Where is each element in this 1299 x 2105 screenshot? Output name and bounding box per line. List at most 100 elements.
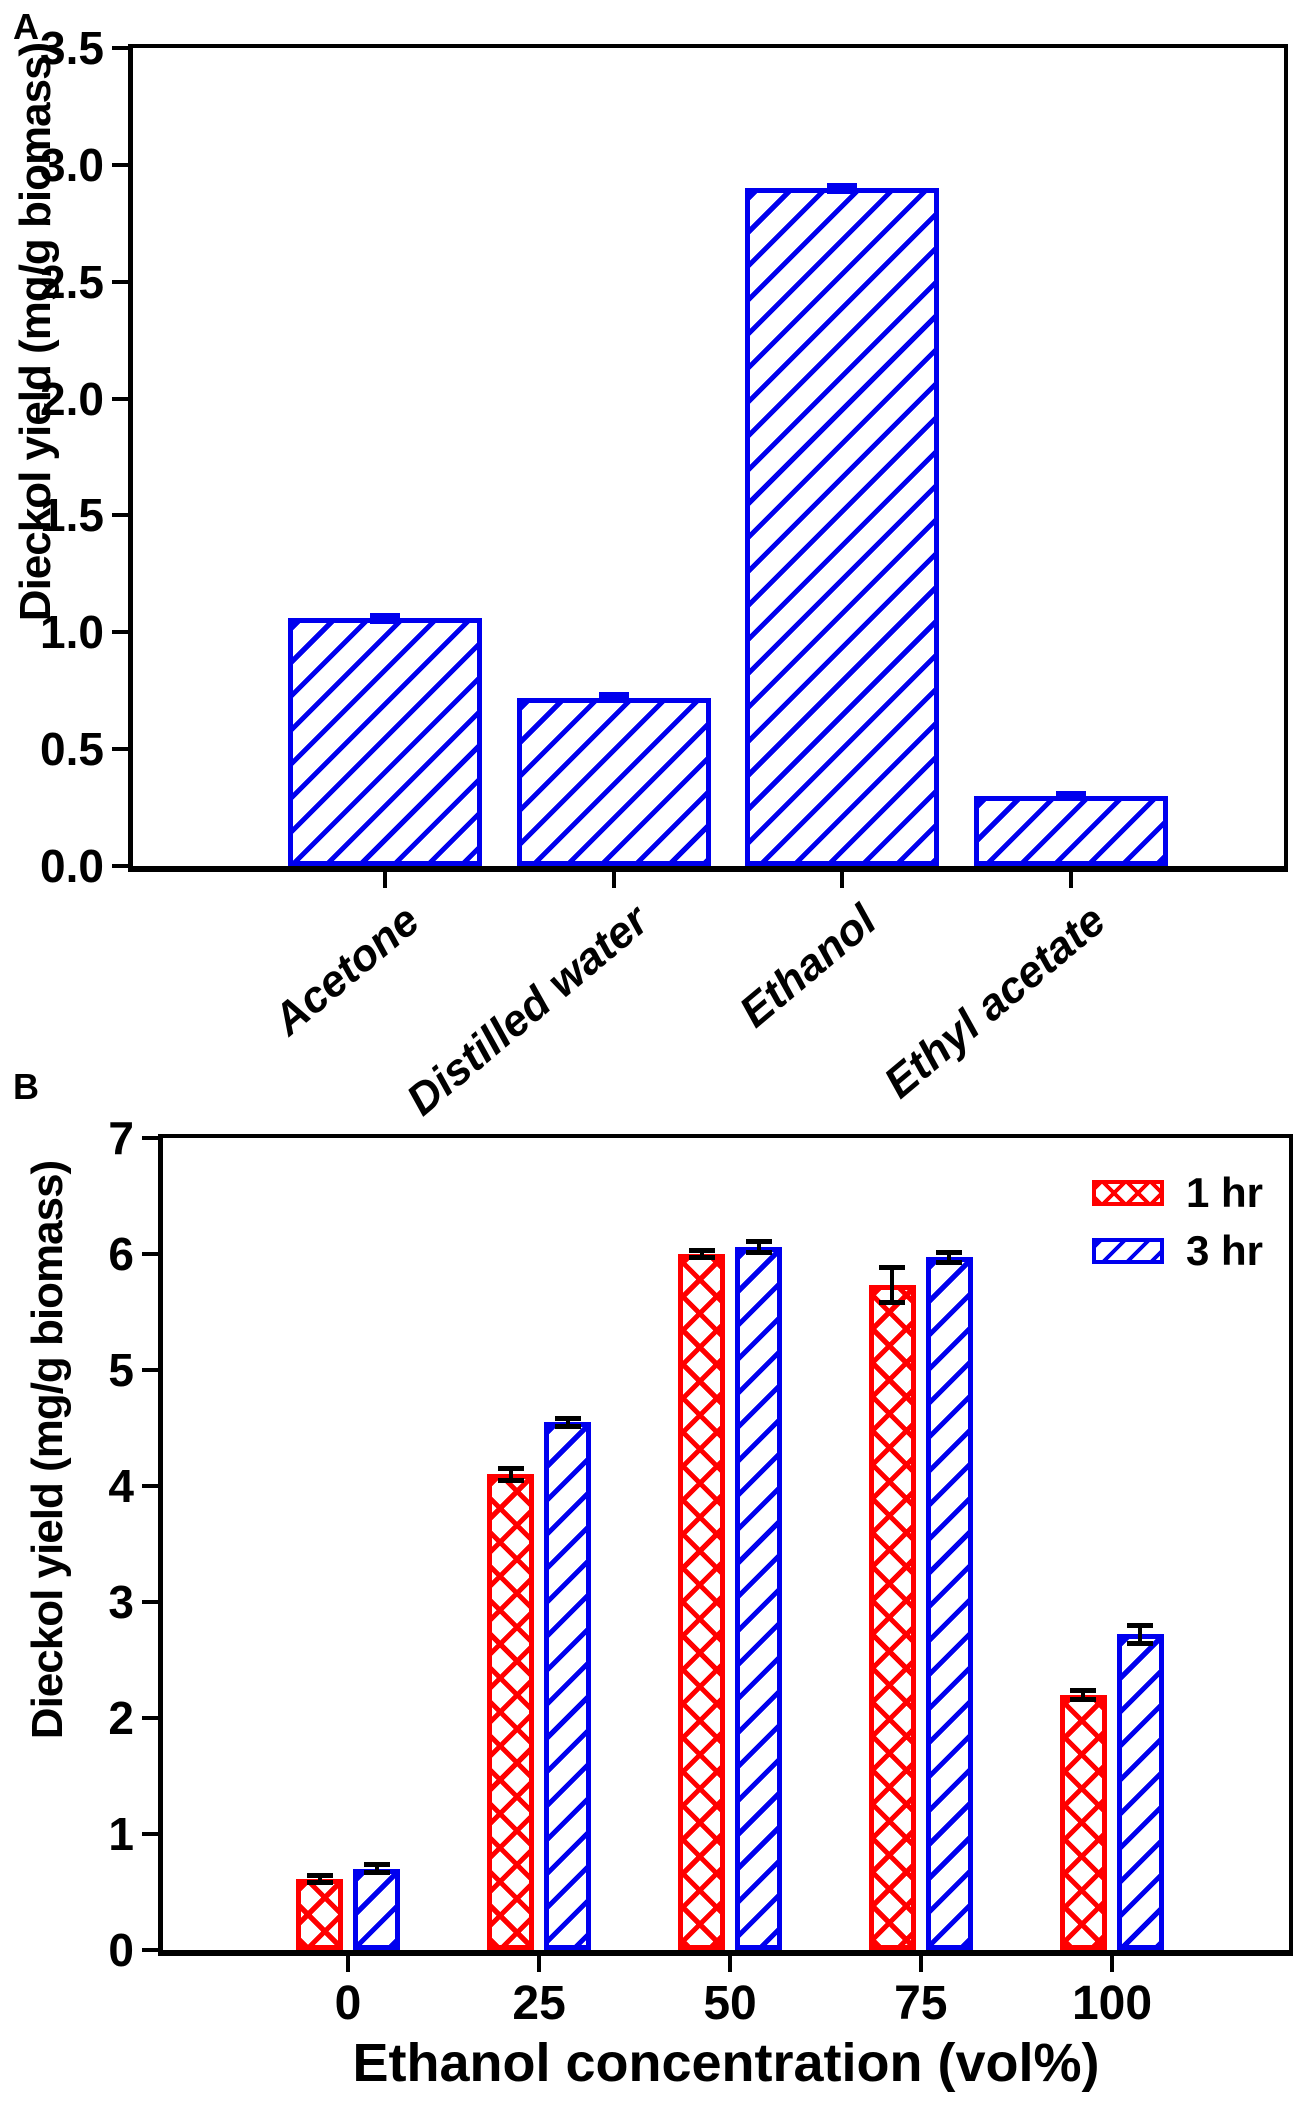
error-bar-cap-lower	[497, 1477, 524, 1483]
y-tick-label: 7	[108, 1112, 134, 1164]
error-bar-stem	[1081, 1690, 1086, 1700]
x-tick	[383, 872, 388, 888]
y-tick-label: 3	[108, 1576, 134, 1628]
error-bar-cap-lower	[827, 187, 858, 194]
y-tick	[142, 1252, 158, 1256]
legend-item-1hr: 1 hr	[1091, 1169, 1263, 1216]
y-tick	[142, 1948, 158, 1952]
y-tick-label: 1.5	[40, 489, 104, 542]
y-tick	[112, 162, 128, 167]
error-bar-stem	[1138, 1625, 1143, 1644]
y-tick-label: 3.0	[40, 138, 104, 191]
y-tick-label: 2	[108, 1692, 134, 1744]
error-bar-cap-lower	[688, 1254, 715, 1260]
y-tick	[142, 1716, 158, 1720]
x-tick-label: 50	[703, 1977, 757, 2030]
y-tick	[112, 630, 128, 635]
y-tick	[112, 46, 128, 50]
error-bar-cap-lower	[936, 1259, 963, 1265]
panel-a-letter: A	[13, 6, 39, 47]
x-tick-label: 0	[334, 1977, 362, 2030]
error-bar-cap-upper	[1070, 1687, 1097, 1693]
y-tick-label: 1.0	[40, 606, 104, 659]
error-bar-cap-upper	[554, 1415, 581, 1421]
bar-25-1-hr	[487, 1474, 535, 1950]
y-tick	[112, 864, 128, 868]
legend-label-3hr: 3 hr	[1185, 1227, 1263, 1274]
x-tick-label: 25	[512, 1977, 566, 2030]
error-bar-cap-upper	[879, 1265, 906, 1271]
y-tick-label: 3.5	[40, 22, 104, 74]
error-bar-stem	[374, 1864, 379, 1873]
error-bar-cap-lower	[554, 1423, 581, 1429]
error-bar-cap-upper	[1127, 1622, 1154, 1628]
legend-swatch-1hr	[1091, 1180, 1164, 1206]
x-tick	[612, 872, 617, 888]
error-bar-cap-lower	[370, 617, 401, 624]
legend-item-3hr: 3 hr	[1091, 1227, 1263, 1274]
legend: 1 hr 3 hr	[1091, 1169, 1263, 1288]
error-bar-cap-upper	[497, 1466, 524, 1472]
y-tick	[112, 396, 128, 401]
y-tick	[112, 513, 128, 518]
error-bar-cap-upper	[827, 182, 858, 189]
bar-50-1-hr	[678, 1254, 726, 1950]
y-tick-label: 0.0	[40, 840, 104, 892]
bar-75-3-hr	[925, 1257, 973, 1950]
plot-area-a: 0.0 0.5 1.0 1.5 2.0 2.5 3.0 3.5 Acetone Distilled…	[40, 25, 1288, 1125]
x-tick	[1069, 872, 1074, 888]
panel-b-letter: B	[13, 1066, 39, 1107]
error-bar-cap-lower	[306, 1880, 333, 1886]
error-bar-cap-lower	[599, 697, 630, 704]
y-tick-label: 6	[108, 1228, 134, 1280]
x-tick-label: 75	[894, 1977, 948, 2030]
error-bar-cap-lower	[363, 1870, 390, 1876]
bar-100-1-hr	[1059, 1694, 1107, 1950]
bar-ethyl-acetate	[974, 795, 1169, 866]
x-tick	[728, 1956, 733, 1972]
error-bar-cap-upper	[306, 1873, 333, 1879]
bar-distilled-water	[517, 697, 712, 866]
plot-area-b: 1 hr 3 hr 0 1 2 3 4 5 6 7 0 25 50 75 100	[108, 1115, 1293, 2028]
y-tick	[112, 279, 128, 284]
x-tick	[537, 1956, 542, 1972]
error-bar-stem	[947, 1252, 952, 1263]
x-tick-label: 100	[1071, 1977, 1153, 2030]
error-bar-cap-upper	[1056, 790, 1087, 797]
y-tick-label: 5	[108, 1344, 134, 1396]
error-bar-stem	[317, 1875, 322, 1883]
error-bar-cap-upper	[370, 612, 401, 619]
error-bar-cap-lower	[1070, 1696, 1097, 1702]
bar-acetone	[288, 618, 483, 866]
y-tick-label: 0.5	[40, 723, 104, 776]
y-tick	[142, 1368, 158, 1372]
error-bar-stem	[699, 1250, 704, 1258]
error-bar-cap-upper	[599, 692, 630, 699]
bar-50-3-hr	[735, 1247, 783, 1950]
y-tick	[142, 1484, 158, 1488]
error-bar-cap-lower	[745, 1250, 772, 1256]
y-tick-label: 1	[108, 1808, 134, 1860]
x-tick	[1109, 1956, 1114, 1972]
y-tick	[142, 1600, 158, 1604]
bar-0-3-hr	[353, 1868, 400, 1950]
legend-label-1hr: 1 hr	[1185, 1169, 1263, 1216]
legend-swatch-3hr	[1091, 1238, 1164, 1264]
y-tick	[142, 1136, 158, 1140]
bar-ethanol	[745, 188, 939, 866]
error-bar-stem	[890, 1267, 895, 1303]
x-tick	[346, 1956, 350, 1972]
bar-25-3-hr	[544, 1422, 592, 1950]
bar-100-3-hr	[1116, 1634, 1164, 1950]
error-bar-cap-lower	[1056, 795, 1087, 802]
x-axis-title-b: Ethanol concentration (vol%)	[352, 2033, 1100, 2093]
error-bar-cap-upper	[745, 1238, 772, 1244]
error-bar-cap-upper	[363, 1862, 390, 1868]
error-bar-cap-upper	[936, 1250, 963, 1256]
error-bar-stem	[508, 1468, 513, 1481]
y-tick-label: 2.5	[40, 255, 104, 308]
error-bar-stem	[565, 1418, 570, 1427]
error-bar-cap-upper	[688, 1248, 715, 1254]
error-bar-stem	[756, 1241, 761, 1253]
